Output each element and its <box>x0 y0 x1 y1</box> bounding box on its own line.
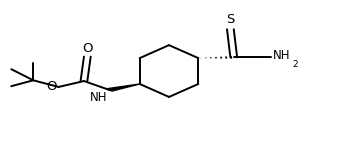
Text: NH: NH <box>90 91 107 104</box>
Polygon shape <box>107 84 140 91</box>
Text: O: O <box>46 81 57 93</box>
Text: NH: NH <box>273 49 290 62</box>
Text: O: O <box>82 42 93 55</box>
Text: 2: 2 <box>292 59 298 69</box>
Text: S: S <box>226 13 235 26</box>
